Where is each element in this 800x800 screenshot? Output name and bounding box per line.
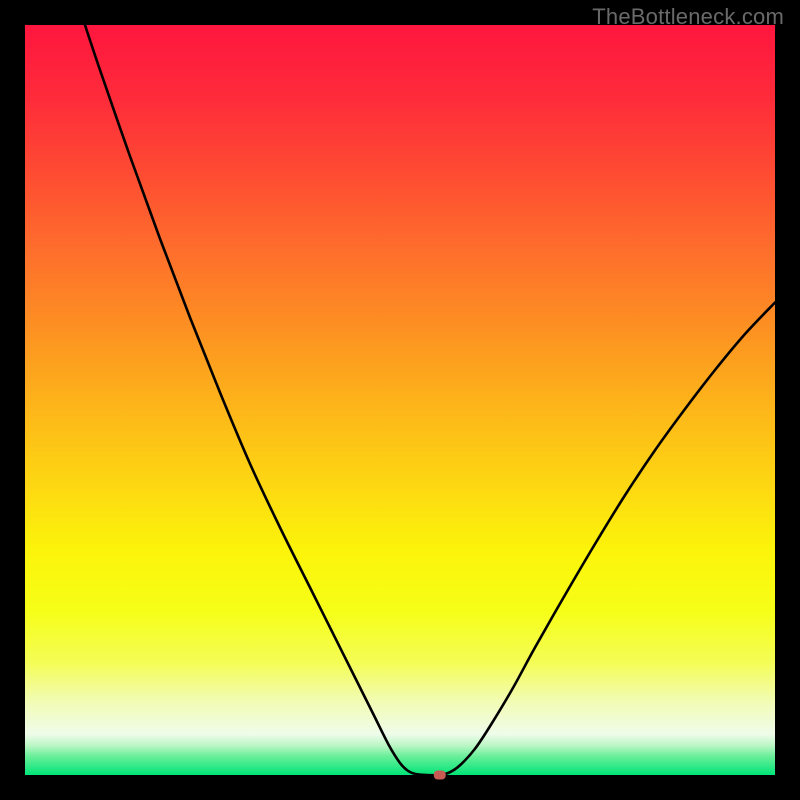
watermark-label: TheBottleneck.com <box>592 4 784 30</box>
chart-background <box>25 25 775 775</box>
optimal-point-marker <box>434 771 446 780</box>
chart-frame: TheBottleneck.com <box>0 0 800 800</box>
chart-canvas <box>0 0 800 800</box>
